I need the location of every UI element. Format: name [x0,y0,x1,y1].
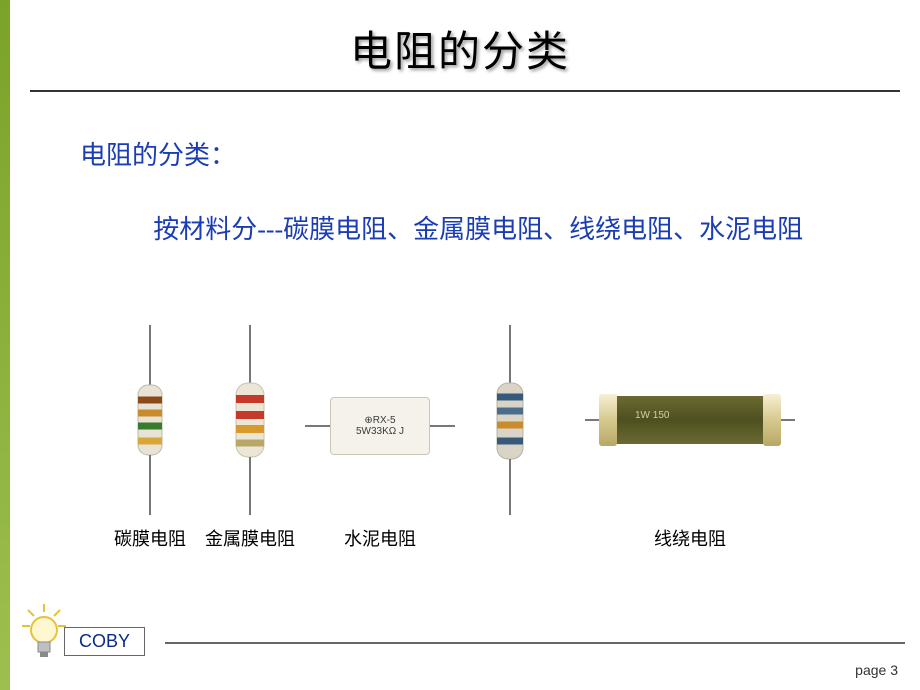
ceramic-resistor-icon [305,386,455,466]
label-metal: 金属膜电阻 [200,525,300,551]
resistor-metal-film [200,325,300,515]
slide-title: 电阻的分类 [0,18,920,79]
metal-film-resistor-icon [225,325,275,515]
wirewound-body: 1W 150 [605,396,775,444]
resistor-small-wirewound [460,325,560,515]
page-number: page 3 [855,662,898,678]
resistor-carbon [100,325,200,515]
resistor-figure-row: ⊕RX-5 5W33KΩ J 1W 150 [100,320,820,520]
lightbulb-icon [20,602,68,662]
label-ceramic: 水泥电阻 [300,525,460,551]
wirewound-marking: 1W 150 [635,410,669,421]
section-body: 按材料分---碳膜电阻、金属膜电阻、线绕电阻、水泥电阻 [70,210,840,250]
resistor-label-row: 碳膜电阻 金属膜电阻 水泥电阻 线绕电阻 [100,525,820,551]
resistor-ceramic: ⊕RX-5 5W33KΩ J [300,386,460,455]
small-wirewound-icon [485,325,535,515]
carbon-resistor-icon [125,325,175,515]
section-subhead: 电阻的分类： [80,135,236,172]
title-underline [30,90,900,92]
slide-left-accent [0,0,10,690]
brand-box: COBY [64,627,145,656]
footer-rule [165,642,905,644]
label-carbon: 碳膜电阻 [100,525,200,551]
resistor-wirewound: 1W 150 [580,396,800,444]
label-wirewound: 线绕电阻 [580,525,800,551]
